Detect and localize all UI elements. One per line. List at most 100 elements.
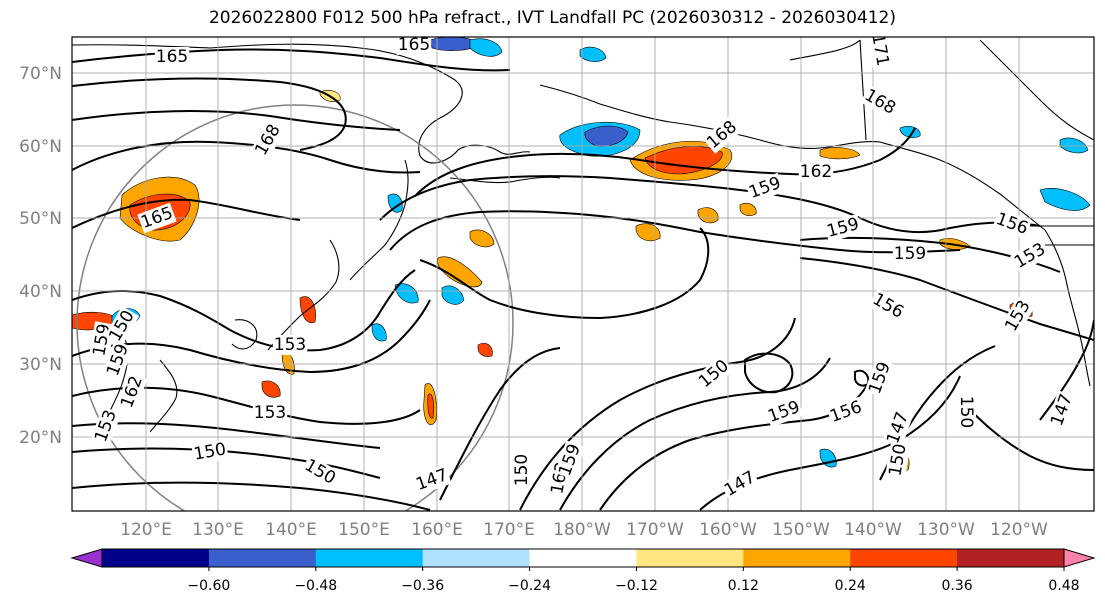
contour-line	[72, 198, 301, 229]
longitude-tick-label: 160°W	[699, 520, 757, 540]
contour-label-background	[1046, 390, 1078, 430]
longitude-tick-label: 150°E	[338, 520, 390, 540]
contour-line	[379, 175, 1041, 234]
coastline	[789, 39, 861, 61]
contour-label-background	[764, 396, 804, 428]
contour-line	[389, 210, 961, 254]
contour-label-background	[892, 244, 928, 264]
colorbar-outline	[101, 548, 1065, 568]
contour-label-background	[826, 396, 866, 428]
map-frame	[71, 36, 1095, 512]
contour-label-background	[1010, 238, 1050, 274]
contour-label-background	[102, 340, 134, 380]
contour-label-background	[396, 37, 432, 55]
colorbar-tick-label: 0.36	[942, 578, 973, 594]
contour-label-background	[116, 372, 148, 412]
coastline	[1044, 229, 1091, 387]
contour-line	[72, 110, 401, 131]
coastline	[231, 319, 258, 350]
contour-label-background	[720, 466, 760, 502]
contour-line	[519, 317, 796, 511]
colorbar-swatch	[102, 549, 210, 567]
contour-label-background	[798, 162, 834, 182]
contour-label-background	[860, 84, 900, 120]
contour-line	[1039, 319, 1094, 421]
longitude-tick-label: 180°W	[553, 520, 611, 540]
contour-value-label: 165	[398, 35, 430, 55]
coastline	[759, 139, 1046, 231]
anomaly-patch	[1039, 188, 1091, 211]
contour-label-background	[885, 441, 911, 479]
longitude-labels: 120°E 130°E 140°E 150°E 160°E 170°E 180°W 170°W…	[120, 520, 1048, 540]
contour-label-background	[882, 408, 914, 448]
contour-value-label: 153	[254, 403, 286, 423]
anomaly-patch	[819, 147, 861, 160]
landfall-region-circle	[76, 104, 514, 511]
contour-line	[72, 447, 381, 479]
contour-line	[72, 481, 431, 511]
colorbar-tick-label: −0.48	[294, 578, 337, 594]
contour-label-background	[1000, 296, 1036, 336]
contour-label-background	[191, 439, 229, 465]
longitude-tick-label: 140°E	[265, 520, 317, 540]
anomaly-patch	[584, 125, 629, 147]
latitude-tick-label: 20°N	[19, 428, 62, 448]
contour-value-label: 150	[512, 454, 532, 486]
anomaly-patch	[427, 393, 434, 419]
anomaly-patch	[469, 38, 503, 57]
coastline	[72, 43, 463, 164]
contour-label-background	[412, 464, 452, 496]
latitude-tick-label: 70°N	[19, 64, 62, 84]
colorbar-tick-label: −0.36	[401, 578, 444, 594]
longitude-tick-label: 170°W	[626, 520, 684, 540]
colorbar-tick-label: 0.12	[728, 578, 759, 594]
contour-line	[72, 299, 431, 374]
contour-line	[72, 77, 347, 151]
coastline	[149, 359, 178, 433]
latitude-tick-label: 60°N	[19, 137, 62, 157]
coastline	[349, 159, 409, 281]
colorbar-tick-label: −0.12	[615, 578, 658, 594]
colorbar-swatch	[743, 549, 851, 567]
colorbar-swatch	[636, 549, 744, 567]
anomaly-patch	[635, 223, 661, 242]
anomaly-patch	[469, 229, 495, 248]
contour-label-background	[137, 202, 177, 234]
contour-label-background	[956, 394, 976, 430]
colorbar-tick-label: 0.24	[835, 578, 866, 594]
contour-value-label: 165	[156, 47, 188, 67]
colorbar-swatch	[315, 549, 424, 567]
contour-label-background	[702, 116, 742, 154]
contour-label-background	[868, 288, 908, 324]
contour-label-background	[867, 37, 893, 69]
contour-label-background	[992, 208, 1032, 240]
anomaly-patch	[387, 193, 403, 213]
colorbar-low-extension	[70, 548, 103, 568]
contour-label-background	[154, 47, 190, 67]
contour-label-background	[823, 213, 863, 243]
contour-line	[72, 422, 381, 449]
contour-line	[959, 399, 1094, 471]
anomaly-patch	[579, 46, 607, 62]
contour-label-background	[90, 406, 122, 446]
contour-label-background	[104, 306, 140, 346]
longitude-tick-label: 130°W	[917, 520, 975, 540]
contour-label-background	[745, 172, 785, 204]
contour-line	[414, 127, 916, 197]
anomaly-patch	[261, 380, 281, 398]
latitude-tick-label: 50°N	[19, 209, 62, 229]
contour-line	[744, 352, 794, 394]
longitude-tick-label: 160°E	[411, 520, 463, 540]
contour-label-background	[864, 358, 896, 398]
contour-label-background	[250, 120, 286, 160]
contour-line	[799, 257, 1094, 341]
latitude-labels: 70°N 60°N 50°N 40°N 30°N 20°N	[19, 64, 62, 448]
colorbar-tick-label: 0.48	[1048, 578, 1079, 594]
anomaly-patch	[739, 202, 757, 216]
contour-label-background	[252, 403, 288, 423]
contour-line	[559, 357, 831, 511]
coastline	[267, 239, 340, 351]
contour-label-background	[272, 335, 308, 355]
